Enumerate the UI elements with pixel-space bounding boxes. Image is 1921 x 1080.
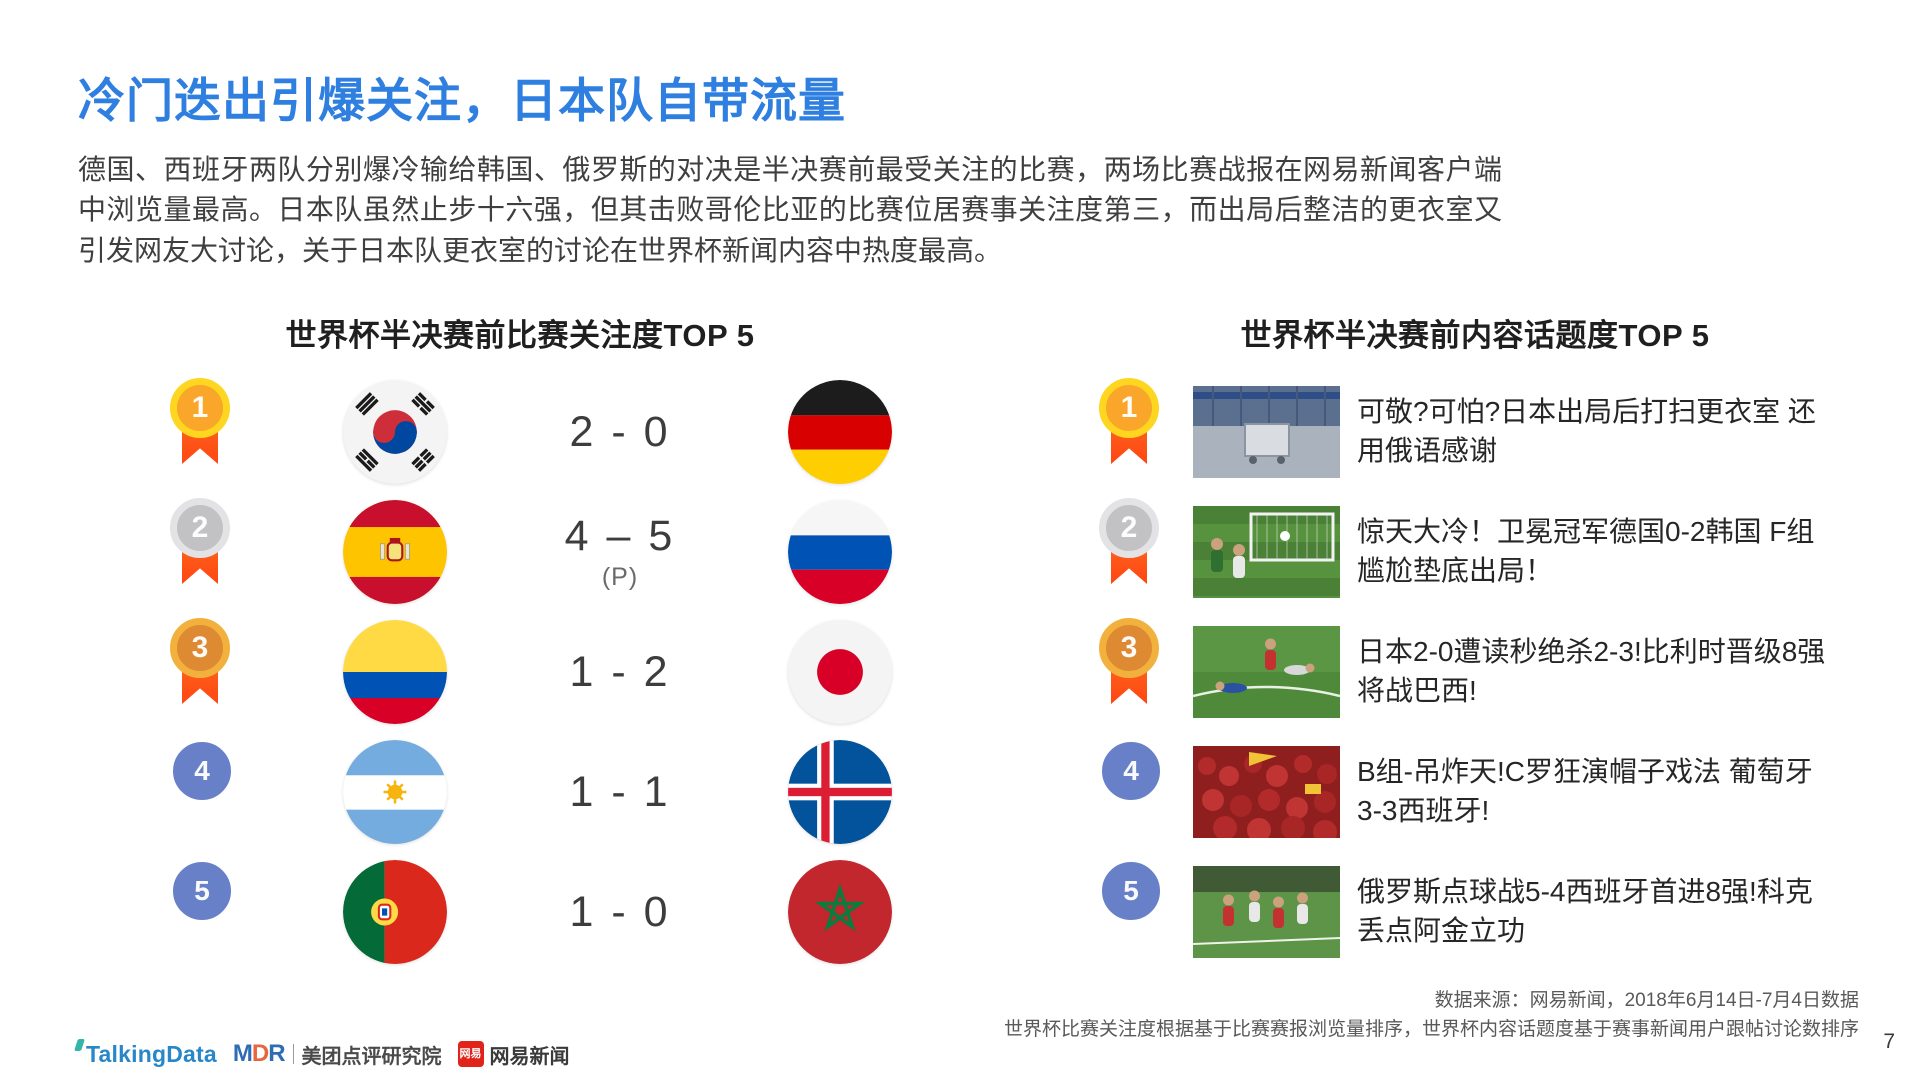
rank-number: 2 [1099, 498, 1159, 558]
rank-5-badge-icon: 5 [1097, 858, 1161, 968]
flag-spain-icon [343, 500, 447, 604]
source-line-2: 世界杯比赛关注度根据基于比赛赛报浏览量排序，世界杯内容话题度基于赛事新闻用户跟帖… [1003, 1019, 1859, 1041]
score-box: 1 - 1 [500, 732, 740, 852]
score: 1 - 2 [569, 647, 671, 696]
intro-paragraph: 德国、西班牙两队分别爆冷输给韩国、俄罗斯的对决是半决赛前最受关注的比赛，两场比赛… [78, 154, 1502, 266]
flag-south-korea-icon [343, 380, 447, 484]
rank-number: 1 [170, 378, 230, 438]
mdr-r: R [268, 1040, 285, 1067]
news-headline: 俄罗斯点球战5-4西班牙首进8强!科克丢点阿金立功 [1357, 876, 1813, 946]
flag-japan-icon [788, 620, 892, 724]
mdr-d: D [251, 1040, 269, 1067]
score-box: 1 - 0 [500, 852, 740, 972]
news-row-4: 4 B组-吊炸天!C罗狂演帽子戏法 葡萄牙3-3西班牙! [1095, 732, 1855, 852]
logo-divider [292, 1044, 294, 1064]
news-row-5: 5 俄罗斯点球战5-4西班牙首进8强!科克丢点阿金立功 [1095, 852, 1855, 972]
score-box: 1 - 2 [500, 612, 740, 732]
news-headline: 惊天大冷！卫冕冠军德国0-2韩国 F组尴尬垫底出局！ [1357, 516, 1815, 586]
score-box: 4 – 5 (P) [500, 492, 740, 612]
flag-russia-icon [788, 500, 892, 604]
rank-number: 4 [173, 742, 231, 800]
meituan-dianping-logo: MDR 美团点评研究院 [233, 1040, 442, 1069]
news-row-2: 2 惊天大冷！卫冕冠军德国0-2韩国 F组尴尬垫底出局！ [1095, 492, 1855, 612]
content-topic-header: 世界杯半决赛前内容话题度TOP 5 [1240, 318, 1710, 353]
data-source-note: 数据来源：网易新闻，2018年6月14日-7月4日数据 世界杯比赛关注度根据基于… [1004, 986, 1859, 1045]
source-line-1: 数据来源：网易新闻，2018年6月14日-7月4日数据 [1434, 990, 1859, 1011]
rank-2-medal-icon: 2 [1097, 498, 1161, 608]
news-row-3: 3 日本2-0遭读秒绝杀2-3!比利时晋级8强将战巴西! [1095, 612, 1855, 732]
rank-3-medal-icon: 3 [1097, 618, 1161, 728]
score: 2 - 0 [569, 407, 671, 456]
flag-portugal-icon [343, 860, 447, 964]
rank-1-medal-icon: 1 [1097, 378, 1161, 488]
match-row-5: 5 1 - 0 [140, 852, 900, 972]
match-row-4: 4 1 - 1 [140, 732, 900, 852]
match-row-1: 1 2 - 0 [140, 372, 900, 492]
rank-number: 3 [1099, 618, 1159, 678]
flag-iceland-icon [788, 740, 892, 844]
rank-3-medal-icon: 3 [168, 618, 232, 728]
penalty-note: (P) [601, 563, 639, 591]
content-topic-panel: 世界杯半决赛前内容话题度TOP 5 1 可敬?可怕?日本出局后打扫更衣室 还用俄… [1095, 318, 1855, 980]
news-row-1: 1 可敬?可怕?日本出局后打扫更衣室 还用俄语感谢 [1095, 372, 1855, 492]
flag-germany-icon [788, 380, 892, 484]
netease-news-logo: 网易 网易新闻 [457, 1040, 570, 1069]
rank-number: 4 [1102, 742, 1160, 800]
thumbnail-portugal-spain-fans [1193, 746, 1340, 838]
mdr-logo-text: MDR [232, 1040, 286, 1068]
rank-number: 1 [1099, 378, 1159, 438]
rank-4-badge-icon: 4 [1097, 738, 1161, 848]
score: 1 - 0 [569, 887, 671, 936]
match-row-2: 2 4 – 5 (P) [140, 492, 900, 612]
rank-number: 3 [170, 618, 230, 678]
flag-argentina-icon [343, 740, 447, 844]
thumbnail-japan-locker-room [1193, 386, 1340, 478]
thumbnail-russia-spain-celebration [1193, 866, 1340, 958]
match-attention-header: 世界杯半决赛前比赛关注度TOP 5 [285, 318, 755, 353]
score-box: 2 - 0 [500, 372, 740, 492]
rank-5-badge-icon: 5 [168, 858, 232, 968]
news-headline: 日本2-0遭读秒绝杀2-3!比利时晋级8强将战巴西! [1357, 636, 1826, 706]
talkingdata-tick-icon [74, 1038, 85, 1051]
page-number: 7 [1883, 1030, 1895, 1053]
thumbnail-japan-belgium-pitch [1193, 626, 1340, 718]
match-row-3: 3 1 - 2 [140, 612, 900, 732]
netease-icon: 网易 [457, 1041, 484, 1067]
match-attention-panel: 世界杯半决赛前比赛关注度TOP 5 1 2 - 0 [140, 318, 900, 980]
rank-number: 5 [1102, 862, 1160, 920]
mdr-m: M [232, 1040, 253, 1067]
news-headline: B组-吊炸天!C罗狂演帽子戏法 葡萄牙3-3西班牙! [1357, 756, 1813, 826]
rank-4-badge-icon: 4 [168, 738, 232, 848]
score: 1 - 1 [569, 767, 671, 816]
rank-number: 2 [170, 498, 230, 558]
flag-colombia-icon [343, 620, 447, 724]
flag-morocco-icon [788, 860, 892, 964]
rank-number: 5 [173, 862, 231, 920]
page-title: 冷门迭出引爆关注，日本队自带流量 [78, 74, 846, 127]
footer-logos: TalkingData MDR 美团点评研究院 网易 网易新闻 [74, 1038, 570, 1070]
talkingdata-logo-text: TalkingData [86, 1040, 217, 1067]
talkingdata-logo: TalkingData [74, 1038, 217, 1068]
news-headline: 可敬?可怕?日本出局后打扫更衣室 还用俄语感谢 [1357, 396, 1816, 466]
rank-1-medal-icon: 1 [168, 378, 232, 488]
thumbnail-germany-korea-goal [1193, 506, 1340, 598]
score: 4 – 5 [564, 512, 676, 560]
netease-news-label: 网易新闻 [489, 1045, 570, 1068]
meituan-research-label: 美团点评研究院 [301, 1045, 442, 1068]
rank-2-medal-icon: 2 [168, 498, 232, 608]
